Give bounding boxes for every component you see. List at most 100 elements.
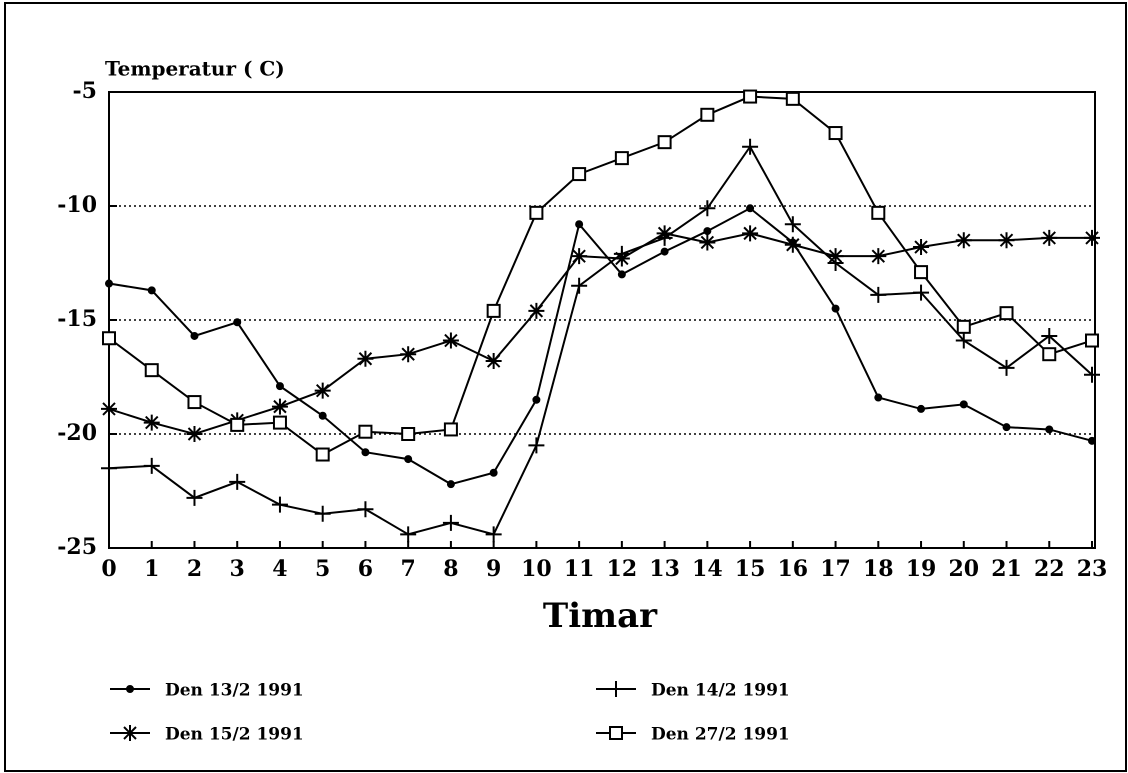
x-tick-label: 11 xyxy=(564,556,595,582)
legend-label: Den 14/2 1991 xyxy=(651,681,790,701)
marker xyxy=(442,332,459,349)
marker xyxy=(608,681,624,697)
y-tick-label: -5 xyxy=(73,78,97,104)
marker xyxy=(1041,229,1058,246)
marker xyxy=(959,400,968,409)
marker xyxy=(955,332,972,349)
marker xyxy=(1002,423,1011,432)
marker xyxy=(742,138,759,155)
marker xyxy=(571,277,588,294)
y-tick-label: -15 xyxy=(57,306,97,332)
marker xyxy=(400,346,417,363)
marker xyxy=(361,448,370,457)
marker xyxy=(404,455,413,464)
x-tick-label: 7 xyxy=(401,556,416,582)
marker xyxy=(532,395,541,404)
marker xyxy=(1088,436,1096,445)
marker xyxy=(913,284,930,301)
x-tick-label: 0 xyxy=(101,556,116,582)
x-tick-label: 14 xyxy=(692,556,723,582)
marker xyxy=(699,234,716,251)
marker xyxy=(914,265,929,280)
marker xyxy=(1045,425,1054,434)
x-tick-label: 10 xyxy=(521,556,552,582)
legend-label: Den 13/2 1991 xyxy=(165,681,304,701)
marker xyxy=(998,359,1015,376)
x-tick-label: 18 xyxy=(863,556,894,582)
series-line xyxy=(108,144,1093,536)
marker xyxy=(233,318,242,327)
x-tick-label: 21 xyxy=(991,556,1022,582)
x-tick-label: 5 xyxy=(315,556,330,582)
marker xyxy=(144,363,159,378)
series-line xyxy=(108,232,1092,436)
x-tick-label: 3 xyxy=(230,556,245,582)
x-tick-label: 1 xyxy=(144,556,159,582)
marker xyxy=(400,526,417,543)
marker xyxy=(143,457,160,474)
marker xyxy=(828,126,843,141)
x-axis-label: Timar xyxy=(543,596,658,636)
outer-frame xyxy=(4,2,1127,772)
x-tick-label: 8 xyxy=(443,556,458,582)
marker xyxy=(271,398,288,415)
marker xyxy=(999,306,1014,321)
marker xyxy=(956,319,971,334)
marker xyxy=(955,232,972,249)
marker xyxy=(314,382,331,399)
x-tick-label: 19 xyxy=(906,556,937,582)
series-line xyxy=(108,207,1093,486)
marker xyxy=(827,248,844,265)
marker xyxy=(486,303,501,318)
marker xyxy=(917,404,926,413)
x-tick-label: 23 xyxy=(1077,556,1108,582)
y-tick-label: -20 xyxy=(57,420,97,446)
marker xyxy=(122,725,138,741)
x-tick-label: 15 xyxy=(735,556,766,582)
marker xyxy=(1042,347,1057,362)
marker xyxy=(401,427,416,441)
marker xyxy=(742,225,759,242)
marker xyxy=(443,422,458,437)
marker xyxy=(831,304,840,313)
marker xyxy=(315,447,330,462)
x-tick-label: 13 xyxy=(649,556,680,582)
marker xyxy=(102,331,116,346)
marker xyxy=(357,350,374,367)
marker xyxy=(485,353,502,370)
marker xyxy=(275,382,284,391)
marker xyxy=(187,395,202,410)
marker xyxy=(871,205,886,220)
marker xyxy=(528,302,545,319)
marker xyxy=(913,239,930,256)
marker xyxy=(529,205,544,220)
marker xyxy=(870,248,887,265)
marker xyxy=(609,726,623,740)
legend-label: Den 15/2 1991 xyxy=(165,725,304,745)
marker xyxy=(1084,229,1100,246)
marker xyxy=(229,473,246,490)
marker xyxy=(358,424,373,439)
y-tick-label: -25 xyxy=(57,534,97,560)
marker xyxy=(143,414,160,431)
marker xyxy=(230,417,245,432)
marker xyxy=(657,135,672,150)
marker xyxy=(700,107,715,122)
marker xyxy=(357,501,374,518)
marker xyxy=(613,250,630,267)
y-tick-label: -10 xyxy=(57,192,97,218)
marker xyxy=(874,393,883,402)
marker xyxy=(147,286,156,295)
marker xyxy=(656,225,673,242)
marker xyxy=(485,526,502,543)
x-tick-label: 20 xyxy=(948,556,979,582)
marker xyxy=(1041,327,1058,344)
plot-frame xyxy=(108,91,1096,549)
marker xyxy=(743,89,758,104)
marker xyxy=(186,489,203,506)
marker xyxy=(1085,333,1099,348)
x-tick-label: 16 xyxy=(778,556,809,582)
marker xyxy=(699,200,716,217)
x-tick-label: 6 xyxy=(358,556,373,582)
